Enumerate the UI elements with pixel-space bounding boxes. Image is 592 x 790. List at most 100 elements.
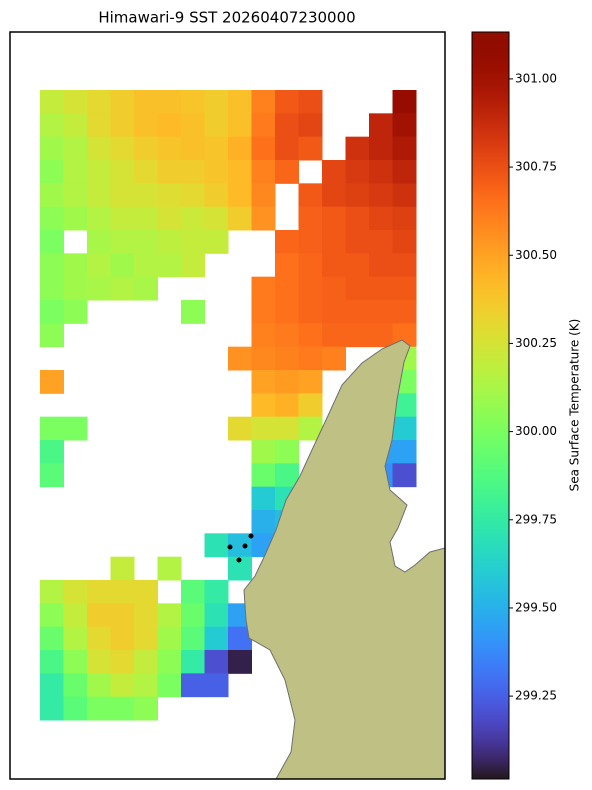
sst-cell bbox=[134, 183, 158, 208]
sst-cell bbox=[110, 276, 135, 301]
dot bbox=[242, 543, 248, 549]
sst-cell bbox=[345, 230, 370, 254]
sst-cell bbox=[157, 626, 182, 651]
sst-cell bbox=[251, 416, 276, 441]
sst-cell bbox=[345, 276, 370, 301]
sst-cell bbox=[322, 276, 346, 301]
map-frame bbox=[9, 31, 446, 780]
sst-cell bbox=[87, 603, 111, 628]
sst-cell bbox=[157, 90, 182, 114]
sst-cell bbox=[298, 113, 323, 138]
sst-cell bbox=[204, 113, 229, 138]
sst-cell bbox=[134, 673, 158, 698]
colorbar-tick-label: 300.75 bbox=[515, 160, 557, 174]
colorbar-tick-label: 299.75 bbox=[515, 512, 557, 526]
sst-cell bbox=[369, 183, 393, 208]
sst-cell bbox=[110, 136, 135, 161]
sst-field bbox=[40, 90, 417, 721]
sst-cell bbox=[369, 253, 393, 278]
colorbar-label: Sea Surface Temperature (K) bbox=[568, 319, 582, 492]
sst-cell bbox=[392, 440, 417, 464]
sst-cell bbox=[63, 253, 88, 278]
sst-cell bbox=[345, 136, 370, 161]
sst-cell bbox=[134, 253, 158, 278]
sst-cell bbox=[110, 253, 135, 278]
sst-cell bbox=[110, 696, 135, 721]
sst-cell bbox=[392, 276, 417, 301]
sst-cell bbox=[204, 206, 229, 231]
sst-cell bbox=[40, 276, 64, 301]
colorbar-frame bbox=[471, 31, 510, 780]
sst-cell bbox=[134, 603, 158, 628]
sst-cell bbox=[63, 113, 88, 138]
sst-cell bbox=[322, 160, 346, 184]
colorbar-tick-label: 299.25 bbox=[515, 689, 557, 703]
sst-cell bbox=[157, 206, 182, 231]
sst-cell bbox=[275, 370, 299, 394]
sst-cell bbox=[228, 556, 252, 581]
sst-cell bbox=[298, 370, 323, 394]
sst-cell bbox=[298, 416, 323, 441]
sst-cell bbox=[40, 440, 64, 464]
colorbar-tick-label: 299.50 bbox=[515, 600, 557, 614]
sst-cell bbox=[298, 346, 323, 371]
sst-cell bbox=[251, 440, 276, 464]
sst-cell bbox=[369, 230, 393, 254]
sst-cell bbox=[392, 160, 417, 184]
sst-cell bbox=[40, 463, 64, 488]
sst-cell bbox=[392, 136, 417, 161]
sst-cell bbox=[63, 580, 88, 604]
sst-cell bbox=[369, 276, 393, 301]
sst-cell bbox=[134, 113, 158, 138]
sst-cell bbox=[63, 416, 88, 441]
sst-cell bbox=[181, 650, 205, 674]
sst-cell bbox=[87, 183, 111, 208]
sst-cell bbox=[322, 230, 346, 254]
sst-cell bbox=[322, 346, 346, 371]
sst-cell bbox=[87, 136, 111, 161]
sst-cell bbox=[40, 323, 64, 348]
sst-cell bbox=[87, 696, 111, 721]
sst-cell bbox=[251, 206, 276, 231]
sst-cell bbox=[181, 300, 205, 324]
colorbar-tick-label: 300.25 bbox=[515, 336, 557, 350]
sst-cell bbox=[181, 136, 205, 161]
sst-cell bbox=[345, 253, 370, 278]
sst-cell bbox=[345, 300, 370, 324]
sst-cell bbox=[63, 673, 88, 698]
sst-cell bbox=[110, 603, 135, 628]
sst-cell bbox=[87, 160, 111, 184]
sst-cell bbox=[204, 160, 229, 184]
sst-cell bbox=[298, 136, 323, 161]
sst-cell bbox=[369, 160, 393, 184]
sst-cell bbox=[298, 206, 323, 231]
sst-cell bbox=[157, 183, 182, 208]
sst-cell bbox=[275, 276, 299, 301]
sst-cell bbox=[134, 90, 158, 114]
sst-cell bbox=[40, 136, 64, 161]
sst-cell bbox=[275, 416, 299, 441]
colorbar-tick-label: 300.00 bbox=[515, 424, 557, 438]
colorbar bbox=[472, 32, 509, 779]
sst-cell bbox=[204, 533, 229, 558]
sst-cell bbox=[392, 113, 417, 138]
sst-cell bbox=[157, 230, 182, 254]
sst-cell bbox=[345, 183, 370, 208]
sst-cell bbox=[369, 136, 393, 161]
sst-cell bbox=[40, 370, 64, 394]
sst-cell bbox=[204, 183, 229, 208]
sst-cell bbox=[369, 300, 393, 324]
sst-cell bbox=[87, 230, 111, 254]
sst-cell bbox=[369, 113, 393, 138]
sst-cell bbox=[181, 603, 205, 628]
sst-cell bbox=[110, 650, 135, 674]
sst-cell bbox=[392, 90, 417, 114]
sst-cell bbox=[40, 300, 64, 324]
sst-cell bbox=[322, 253, 346, 278]
sst-cell bbox=[322, 206, 346, 231]
sst-cell bbox=[392, 416, 417, 441]
sst-cell bbox=[298, 230, 323, 254]
sst-cell bbox=[63, 276, 88, 301]
sst-cell bbox=[87, 276, 111, 301]
